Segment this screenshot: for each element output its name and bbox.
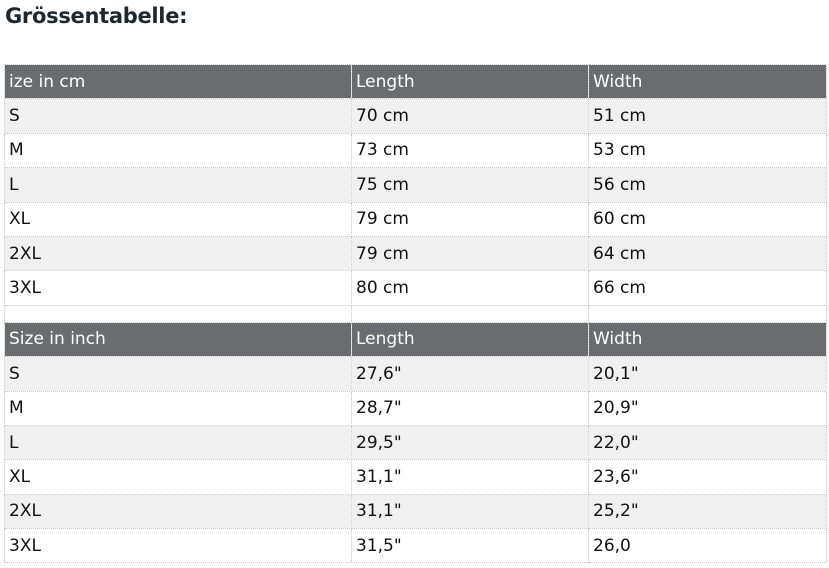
spacer-cell — [4, 304, 352, 323]
table-cell: 26,0 — [588, 528, 827, 564]
page-title: Grössentabelle: — [5, 4, 188, 28]
table-row: 2XL 79 cm 64 cm — [4, 235, 827, 272]
table-cell: 28,7" — [351, 390, 589, 426]
column-header: Width — [588, 63, 827, 100]
table-row: L 29,5" 22,0" — [4, 424, 827, 461]
table-cell: 20,9" — [588, 390, 827, 426]
table-cell: M — [4, 132, 352, 169]
table-cell: 53 cm — [588, 132, 827, 169]
spacer-cell — [351, 304, 589, 323]
table-cell: 64 cm — [588, 235, 827, 272]
table-cell: 70 cm — [351, 98, 589, 134]
table-cell: L — [4, 424, 352, 461]
table-cell: 2XL — [4, 493, 352, 530]
table-cell: S — [4, 356, 352, 392]
table-row: 2XL 31,1" 25,2" — [4, 493, 827, 530]
table-cell: 60 cm — [588, 201, 827, 237]
table-row: 3XL 31,5" 26,0 — [4, 528, 827, 564]
table-row: S 70 cm 51 cm — [4, 98, 827, 134]
table-row: XL 31,1" 23,6" — [4, 459, 827, 495]
table-row: S 27,6" 20,1" — [4, 356, 827, 392]
table-cell: 31,1" — [351, 459, 589, 495]
table-cell: 29,5" — [351, 424, 589, 461]
table-cell: 79 cm — [351, 201, 589, 237]
table-row: XL 79 cm 60 cm — [4, 201, 827, 237]
table-cell: L — [4, 167, 352, 203]
table-cell: 31,1" — [351, 493, 589, 530]
table-cell: 73 cm — [351, 132, 589, 169]
table-cell: 23,6" — [588, 459, 827, 495]
table-cell: S — [4, 98, 352, 134]
table-cell: 22,0" — [588, 424, 827, 461]
column-header: Length — [351, 321, 589, 358]
table-header-row: ize in cm Length Width — [4, 63, 827, 100]
table-cell: 79 cm — [351, 235, 589, 272]
table-cell: 80 cm — [351, 270, 589, 306]
column-header: Length — [351, 63, 589, 100]
table-cell: 31,5" — [351, 528, 589, 564]
table-cell: 27,6" — [351, 356, 589, 392]
table-cell: 3XL — [4, 270, 352, 306]
table-cell: 51 cm — [588, 98, 827, 134]
column-header: ize in cm — [4, 63, 352, 100]
table-cell: 75 cm — [351, 167, 589, 203]
table-spacer — [4, 304, 827, 323]
table-row: M 73 cm 53 cm — [4, 132, 827, 169]
table-cell: 66 cm — [588, 270, 827, 306]
column-header: Width — [588, 321, 827, 358]
size-table: ize in cm Length Width S 70 cm 51 cm M 73 cm 53 … — [4, 63, 827, 564]
table-row: 3XL 80 cm 66 cm — [4, 270, 827, 306]
table-cell: 3XL — [4, 528, 352, 564]
column-header: Size in inch — [4, 321, 352, 358]
table-row: L 75 cm 56 cm — [4, 167, 827, 203]
table-cell: XL — [4, 201, 352, 237]
table-cell: XL — [4, 459, 352, 495]
table-cell: 20,1" — [588, 356, 827, 392]
spacer-cell — [588, 304, 827, 323]
table-cell: 56 cm — [588, 167, 827, 203]
table-header-row: Size in inch Length Width — [4, 321, 827, 358]
table-row: M 28,7" 20,9" — [4, 390, 827, 426]
table-cell: 25,2" — [588, 493, 827, 530]
table-cell: M — [4, 390, 352, 426]
table-cell: 2XL — [4, 235, 352, 272]
